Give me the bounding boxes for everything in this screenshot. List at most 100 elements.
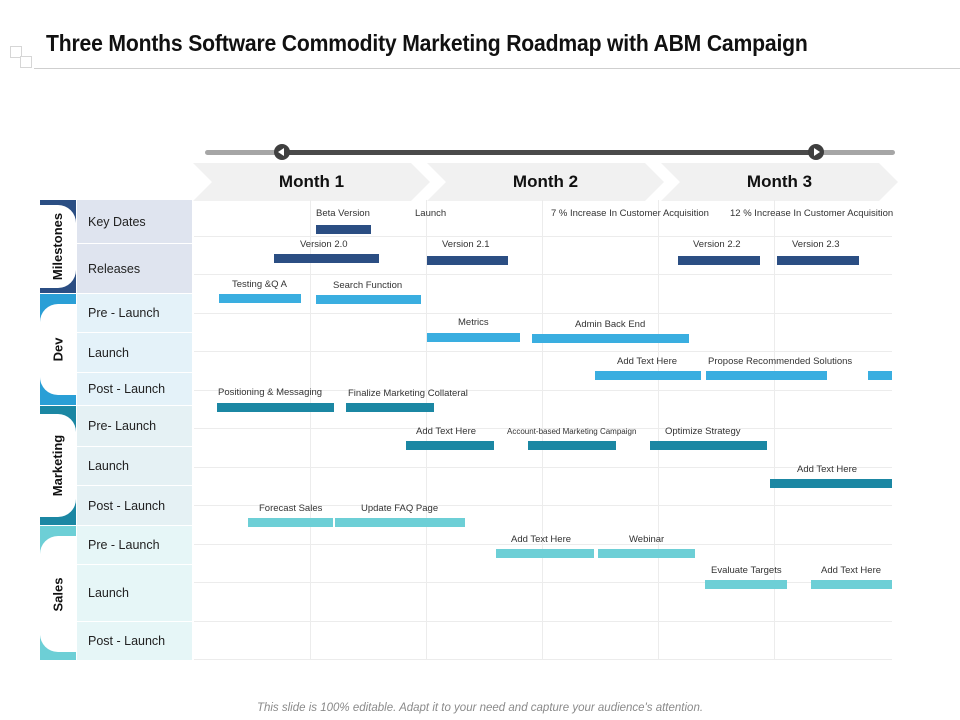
grid-line [194,582,892,583]
grid-line [194,351,892,352]
task-bar-add-text-here [811,580,892,589]
task-label: Admin Back End [575,319,646,330]
row-label-sales-pre-launch: Pre - Launch [77,526,192,564]
task-bar-version-2-3 [777,256,859,265]
row-label-dev-launch: Launch [77,333,192,372]
grid-line [426,200,427,660]
task-label: Add Text Here [617,356,678,367]
grid-line [658,200,659,660]
row-label-marketing-post-launch: Post - Launch [77,486,192,525]
month-2-label: Month 2 [512,172,579,191]
task-label: Metrics [458,317,489,328]
sales-oval [40,536,76,652]
task-bar-update-faq-page [335,518,465,527]
timeline-progress [283,150,816,155]
task-bar-add-text-here [496,549,594,558]
task-bar-finalize-marketing-collateral [346,403,434,412]
title-underline [34,68,960,69]
grid-line [194,274,892,275]
task-bar-continuation [868,371,892,380]
marketing-category-label: Marketing [50,434,66,497]
row-label-marketing-pre-launch: Pre- Launch [77,406,192,446]
task-bar-forecast-sales [248,518,333,527]
dev-category-label: Dev [50,337,66,362]
task-label: Version 2.1 [442,239,490,250]
month-1-label: Month 1 [278,172,345,191]
timeline-end-handle-icon[interactable] [808,144,824,160]
task-bar-add-text-here [595,371,701,380]
milestones-category-label: Milestones [50,212,66,281]
task-bar-add-text-here [770,479,892,488]
task-bar-version-2-0 [274,254,379,263]
task-label: Webinar [629,534,665,545]
row-label-dev-pre-launch: Pre - Launch [77,294,192,332]
grid-line [194,313,892,314]
row-label-key-dates: Key Dates [77,200,192,243]
task-bar-propose-recommended-solutions [706,371,827,380]
task-label: Forecast Sales [259,503,323,514]
row-label-sales-launch: Launch [77,565,192,621]
corner-decoration [20,56,32,68]
dev-oval [40,304,76,395]
grid-line [194,505,892,506]
task-label: Finalize Marketing Collateral [348,388,468,399]
task-bar-account-based-marketing-campaign [528,441,616,450]
task-label: Optimize Strategy [665,426,741,437]
grid-line [310,200,311,660]
task-label: Beta Version [316,208,370,219]
task-bar-beta-version [316,225,371,234]
task-label: 12 % Increase In Customer Acquisition [730,208,894,219]
task-bar-webinar [598,549,695,558]
task-label: Version 2.2 [693,239,741,250]
task-label: Add Text Here [511,534,572,545]
task-bar-search-function [316,295,421,304]
task-label: 7 % Increase In Customer Acquisition [551,208,709,219]
row-label-dev-post-launch: Post - Launch [77,373,192,405]
task-label: Propose Recommended Solutions [708,356,853,367]
task-bar-version-2-2 [678,256,760,265]
grid-line [194,428,892,429]
task-label: Version 2.0 [300,239,348,250]
month-2-chevron [427,163,664,201]
task-label: Account-based Marketing Campaign [507,427,637,436]
task-bar-metrics [427,333,520,342]
sales-category-label: Sales [50,577,66,611]
task-bar-version-2-1 [427,256,508,265]
task-bar-optimize-strategy [650,441,767,450]
slide-title: Three Months Software Commodity Marketin… [46,30,808,56]
grid-line [774,200,775,660]
task-label: Positioning & Messaging [218,387,323,398]
task-label: Add Text Here [797,464,858,475]
row-label-marketing-launch: Launch [77,447,192,485]
month-3-chevron [661,163,898,201]
row-label-sales-post-launch: Post - Launch [77,622,192,660]
grid-line [194,621,892,622]
milestones-oval [40,205,76,288]
footer-note: This slide is 100% editable. Adapt it to… [256,702,704,714]
task-label: Update FAQ Page [361,503,439,514]
row-label-releases: Releases [77,244,192,293]
task-label: Evaluate Targets [711,565,782,576]
grid-line [542,200,543,660]
grid-line [194,659,892,660]
timeline-start-handle-icon[interactable] [274,144,290,160]
task-label: Version 2.3 [792,239,840,250]
month-1-chevron [193,163,430,201]
task-label: Add Text Here [821,565,882,576]
marketing-oval [40,414,76,517]
grid-line [194,544,892,545]
task-bar-positioning-messaging [217,403,334,412]
corner-decoration [10,46,22,58]
month-3-label: Month 3 [746,172,813,191]
task-bar-testing-qa [219,294,301,303]
grid-line [194,236,892,237]
task-bar-add-text-here [406,441,494,450]
task-bar-evaluate-targets [705,580,787,589]
grid-line [194,390,892,391]
grid-line [194,467,892,468]
task-label: Search Function [333,280,403,291]
task-label: Launch [415,208,447,219]
task-label: Add Text Here [416,426,477,437]
task-bar-admin-back-end [532,334,689,343]
task-label: Testing &Q A [232,279,287,290]
